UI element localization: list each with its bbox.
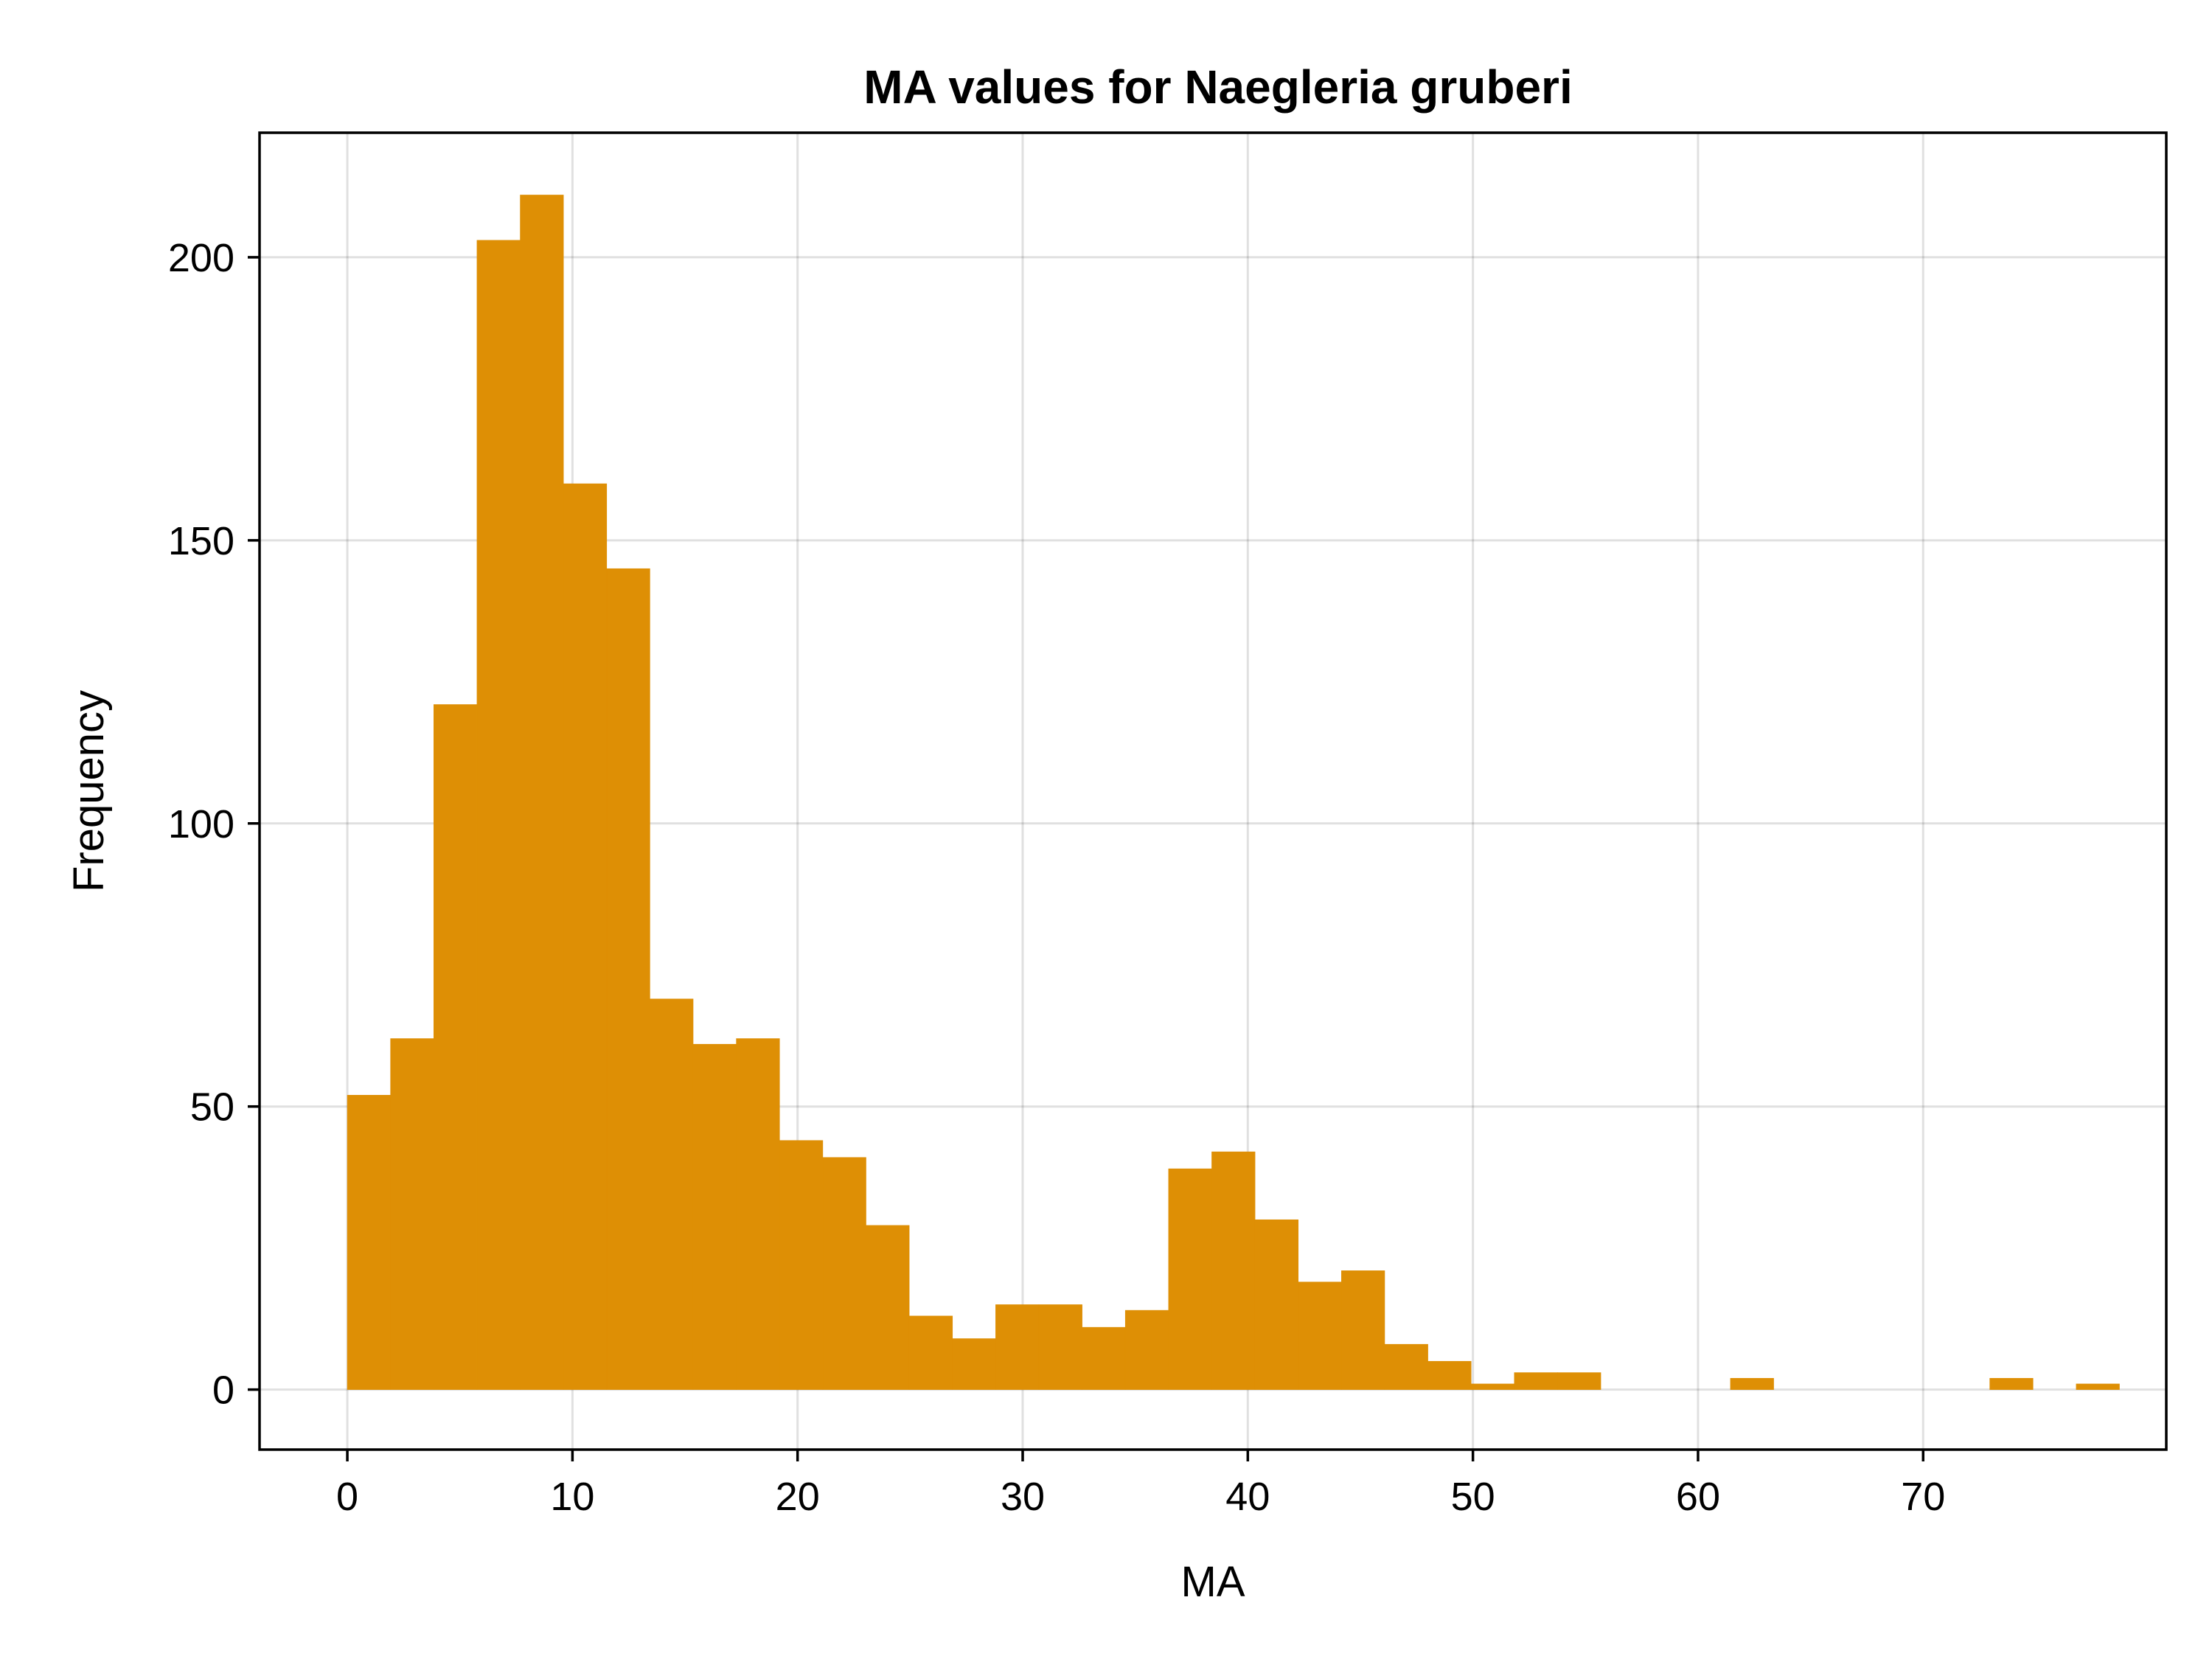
histogram-bar [476, 240, 521, 1390]
plot-frame [258, 131, 2168, 1451]
x-tick-label: 50 [1451, 1475, 1495, 1519]
histogram-bar [995, 1304, 1040, 1390]
histogram-bar [563, 483, 608, 1390]
x-axis-label: MA [1181, 1558, 1245, 1606]
histogram-bar [2076, 1383, 2120, 1390]
histogram-bar [1124, 1310, 1169, 1390]
histogram-bar [1384, 1343, 1428, 1390]
histogram-bar [1038, 1304, 1082, 1390]
x-tick-label: 70 [1901, 1475, 1945, 1519]
histogram-bar [1427, 1360, 1472, 1390]
histogram-bar [1514, 1372, 1558, 1390]
histogram-bar [908, 1315, 953, 1390]
x-tick-label: 60 [1676, 1475, 1720, 1519]
y-axis-ticks: 0 50 100 150 200 [168, 236, 260, 1413]
y-tick-label: 150 [168, 519, 234, 563]
histogram-bars [347, 195, 2120, 1390]
y-tick-label: 100 [168, 802, 234, 846]
histogram-bar [866, 1225, 910, 1390]
histogram-bar [606, 568, 650, 1390]
y-tick-label: 50 [190, 1085, 234, 1130]
histogram-bar [1989, 1377, 2034, 1390]
chart-title: MA values for Naegleria gruberi [863, 60, 1572, 114]
histogram-bar [1211, 1151, 1256, 1390]
x-tick-label: 0 [336, 1475, 358, 1519]
histogram-bar [650, 998, 694, 1390]
y-axis-label: Frequency [65, 690, 113, 892]
histogram-bar [952, 1338, 996, 1390]
histogram-bar [736, 1038, 780, 1390]
histogram-bar [390, 1038, 434, 1390]
histogram-bar [1470, 1383, 1515, 1390]
histogram-bar [347, 1095, 391, 1390]
histogram-bar [779, 1140, 824, 1390]
x-tick-label: 40 [1225, 1475, 1270, 1519]
x-tick-label: 20 [776, 1475, 820, 1519]
y-tick-label: 0 [212, 1368, 234, 1413]
x-tick-label: 30 [1001, 1475, 1045, 1519]
histogram-bar [1298, 1281, 1342, 1390]
histogram-bar [1730, 1377, 1774, 1390]
x-tick-label: 10 [550, 1475, 594, 1519]
histogram-bar [1168, 1168, 1212, 1390]
histogram-bar [692, 1043, 737, 1390]
histogram-bar [1341, 1270, 1385, 1390]
histogram-bar [1557, 1372, 1601, 1390]
y-tick-label: 200 [168, 236, 234, 280]
histogram-bar [1082, 1326, 1126, 1390]
x-axis-ticks: 0 10 20 30 40 50 60 70 [336, 1450, 1945, 1519]
histogram-bar [520, 195, 564, 1390]
histogram-bar [434, 704, 478, 1390]
histogram-bar [822, 1157, 866, 1390]
histogram-bar [1254, 1219, 1299, 1390]
